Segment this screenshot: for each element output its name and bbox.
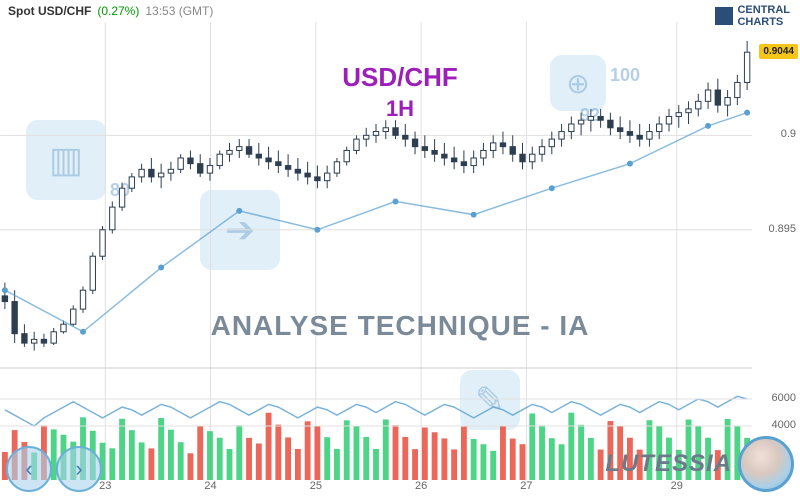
time-label: 13:53 (GMT) — [145, 4, 213, 18]
time-tick: 26 — [415, 480, 427, 492]
nav-arrows: ‹ › — [6, 446, 102, 492]
change-label: (0.27%) — [97, 4, 139, 18]
prev-arrow-button[interactable]: ‹ — [6, 446, 52, 492]
time-tick: 24 — [204, 480, 216, 492]
price-axis: 0.895 0.9 4000 6000 — [752, 22, 800, 480]
time-tick: 25 — [310, 480, 322, 492]
time-tick: 29 — [671, 480, 683, 492]
current-price-badge: 0.9044 — [759, 44, 798, 59]
avatar-icon[interactable] — [738, 436, 794, 492]
chart-header: Spot USD/CHF (0.27%) 13:53 (GMT) — [8, 4, 213, 18]
chart-svg — [0, 22, 752, 480]
volume-tick: 4000 — [772, 419, 796, 431]
price-tick: 0.9 — [781, 128, 796, 140]
time-axis: 232425262729 — [0, 480, 752, 500]
time-tick: 27 — [520, 480, 532, 492]
next-arrow-button[interactable]: › — [56, 446, 102, 492]
symbol-label: Spot USD/CHF — [8, 4, 91, 18]
price-tick: 0.895 — [768, 223, 796, 235]
brand-label: LUTESSIA — [605, 450, 732, 478]
chart-canvas[interactable] — [0, 22, 752, 480]
volume-tick: 6000 — [772, 392, 796, 404]
